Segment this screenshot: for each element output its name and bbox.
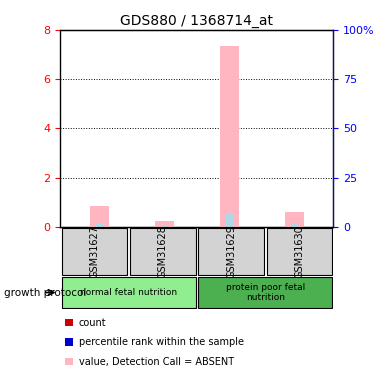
- Text: percentile rank within the sample: percentile rank within the sample: [79, 337, 244, 347]
- Text: GSM31630: GSM31630: [294, 225, 304, 278]
- Text: protein poor fetal
nutrition: protein poor fetal nutrition: [225, 283, 305, 302]
- Bar: [90, 206, 109, 227]
- Bar: [220, 46, 239, 227]
- Bar: [161, 225, 168, 227]
- Bar: [198, 278, 332, 308]
- Bar: [62, 278, 196, 308]
- Bar: [267, 228, 332, 274]
- Text: GSM31629: GSM31629: [226, 225, 236, 278]
- Bar: [198, 228, 264, 274]
- Text: normal fetal nutrition: normal fetal nutrition: [80, 288, 177, 297]
- Text: GSM31628: GSM31628: [158, 225, 168, 278]
- Bar: [130, 228, 195, 274]
- Bar: [285, 212, 304, 227]
- Text: count: count: [79, 318, 106, 327]
- Bar: [155, 222, 174, 227]
- Bar: [291, 224, 298, 227]
- Text: value, Detection Call = ABSENT: value, Detection Call = ABSENT: [79, 357, 234, 366]
- Text: growth protocol: growth protocol: [4, 288, 86, 297]
- Bar: [96, 223, 103, 227]
- Bar: [62, 228, 127, 274]
- Text: GSM31627: GSM31627: [90, 225, 99, 278]
- Bar: [226, 214, 233, 227]
- Title: GDS880 / 1368714_at: GDS880 / 1368714_at: [121, 13, 273, 28]
